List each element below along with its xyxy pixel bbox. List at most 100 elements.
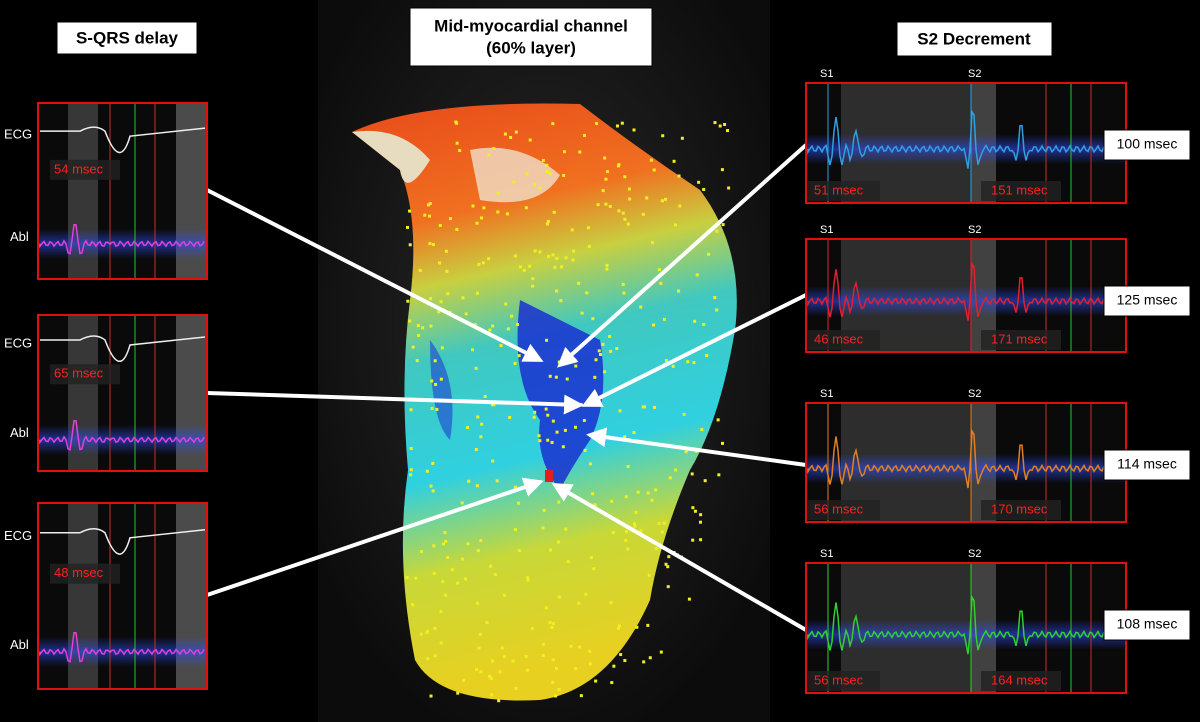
label-bg — [981, 330, 1061, 350]
signal-trace — [807, 261, 1125, 321]
sample-point — [495, 479, 499, 483]
sample-point — [557, 688, 561, 692]
sample-point — [677, 289, 681, 293]
sample-point — [589, 556, 593, 560]
sample-point — [480, 422, 484, 426]
sample-point — [626, 222, 630, 226]
sample-point — [411, 345, 415, 349]
sample-point — [430, 379, 434, 383]
sample-point — [411, 603, 415, 607]
arrow — [586, 427, 807, 467]
sample-point — [439, 377, 443, 381]
sample-point — [531, 277, 535, 281]
sample-point — [559, 299, 563, 303]
sample-point — [533, 410, 537, 414]
sample-point — [682, 412, 686, 416]
sample-point — [450, 568, 454, 572]
sample-point — [546, 219, 550, 223]
sample-point — [499, 344, 503, 348]
s1-delay: 51 msec — [814, 182, 864, 197]
s1-delay: 56 msec — [814, 672, 864, 687]
sample-point — [544, 606, 548, 610]
sample-point — [487, 153, 491, 157]
sample-point — [593, 392, 597, 396]
sample-point — [592, 567, 596, 571]
sample-point — [480, 216, 484, 220]
sample-point — [591, 317, 595, 321]
sample-point — [425, 469, 429, 473]
sample-point — [663, 317, 667, 321]
sample-point — [496, 210, 500, 214]
arrow — [206, 477, 544, 597]
sample-point — [406, 299, 410, 303]
sample-point — [727, 186, 731, 190]
sample-point — [585, 291, 589, 295]
sample-point — [455, 121, 459, 125]
sample-point — [707, 252, 711, 256]
sample-point — [542, 508, 546, 512]
decrement-box — [1103, 285, 1191, 317]
sample-point — [686, 360, 690, 364]
sample-point — [425, 631, 429, 635]
s2-delay: 170 msec — [991, 501, 1048, 516]
sample-point — [571, 258, 575, 262]
sample-point — [493, 573, 497, 577]
label-bg — [981, 181, 1061, 201]
sample-point — [431, 461, 435, 465]
sample-point — [531, 284, 535, 288]
sample-point — [586, 226, 590, 230]
sample-point — [475, 601, 479, 605]
sample-point — [551, 622, 555, 626]
sample-point — [496, 191, 500, 195]
ecg-trace — [40, 126, 206, 154]
panel-border — [37, 102, 208, 280]
sample-point — [626, 465, 630, 469]
sample-point — [605, 170, 609, 174]
s2-label: S2 — [968, 68, 981, 80]
sample-point — [456, 691, 460, 695]
sample-point — [659, 650, 663, 654]
sample-point — [511, 659, 515, 663]
delay-label: 54 msec — [54, 161, 104, 176]
ecg-label: ECG — [4, 528, 32, 543]
sample-point — [513, 485, 517, 489]
sample-point — [632, 522, 636, 526]
sample-point — [587, 244, 591, 248]
sample-point — [642, 660, 646, 664]
sample-point — [475, 484, 479, 488]
sample-point — [441, 580, 445, 584]
sample-point — [429, 484, 433, 488]
sample-point — [423, 213, 427, 217]
sample-point — [491, 324, 495, 328]
sample-point — [555, 430, 559, 434]
sample-point — [588, 662, 592, 666]
sample-point — [666, 565, 670, 569]
sample-point — [618, 409, 622, 413]
sample-point — [426, 657, 430, 661]
sample-point — [446, 292, 450, 296]
sample-point — [609, 601, 613, 605]
sample-point — [544, 407, 548, 411]
sample-point — [715, 229, 719, 233]
abl-label: Abl — [10, 637, 29, 652]
sample-point — [551, 658, 555, 662]
sample-point — [605, 263, 609, 267]
sample-point — [584, 592, 588, 596]
s1-delay: 46 msec — [814, 331, 864, 346]
sample-point — [441, 542, 445, 546]
sample-point — [717, 473, 721, 477]
sample-point — [608, 334, 612, 338]
sample-point — [533, 249, 537, 253]
sample-point — [641, 212, 645, 216]
sample-point — [556, 540, 560, 544]
label-bg — [808, 330, 880, 350]
sample-point — [646, 623, 650, 627]
sample-point — [660, 530, 664, 534]
sample-point — [582, 133, 586, 137]
sample-point — [705, 354, 709, 358]
arrow — [581, 293, 807, 407]
sample-point — [504, 302, 508, 306]
sample-point — [700, 428, 704, 432]
delay-label: 65 msec — [54, 366, 104, 381]
sample-point — [428, 242, 432, 246]
